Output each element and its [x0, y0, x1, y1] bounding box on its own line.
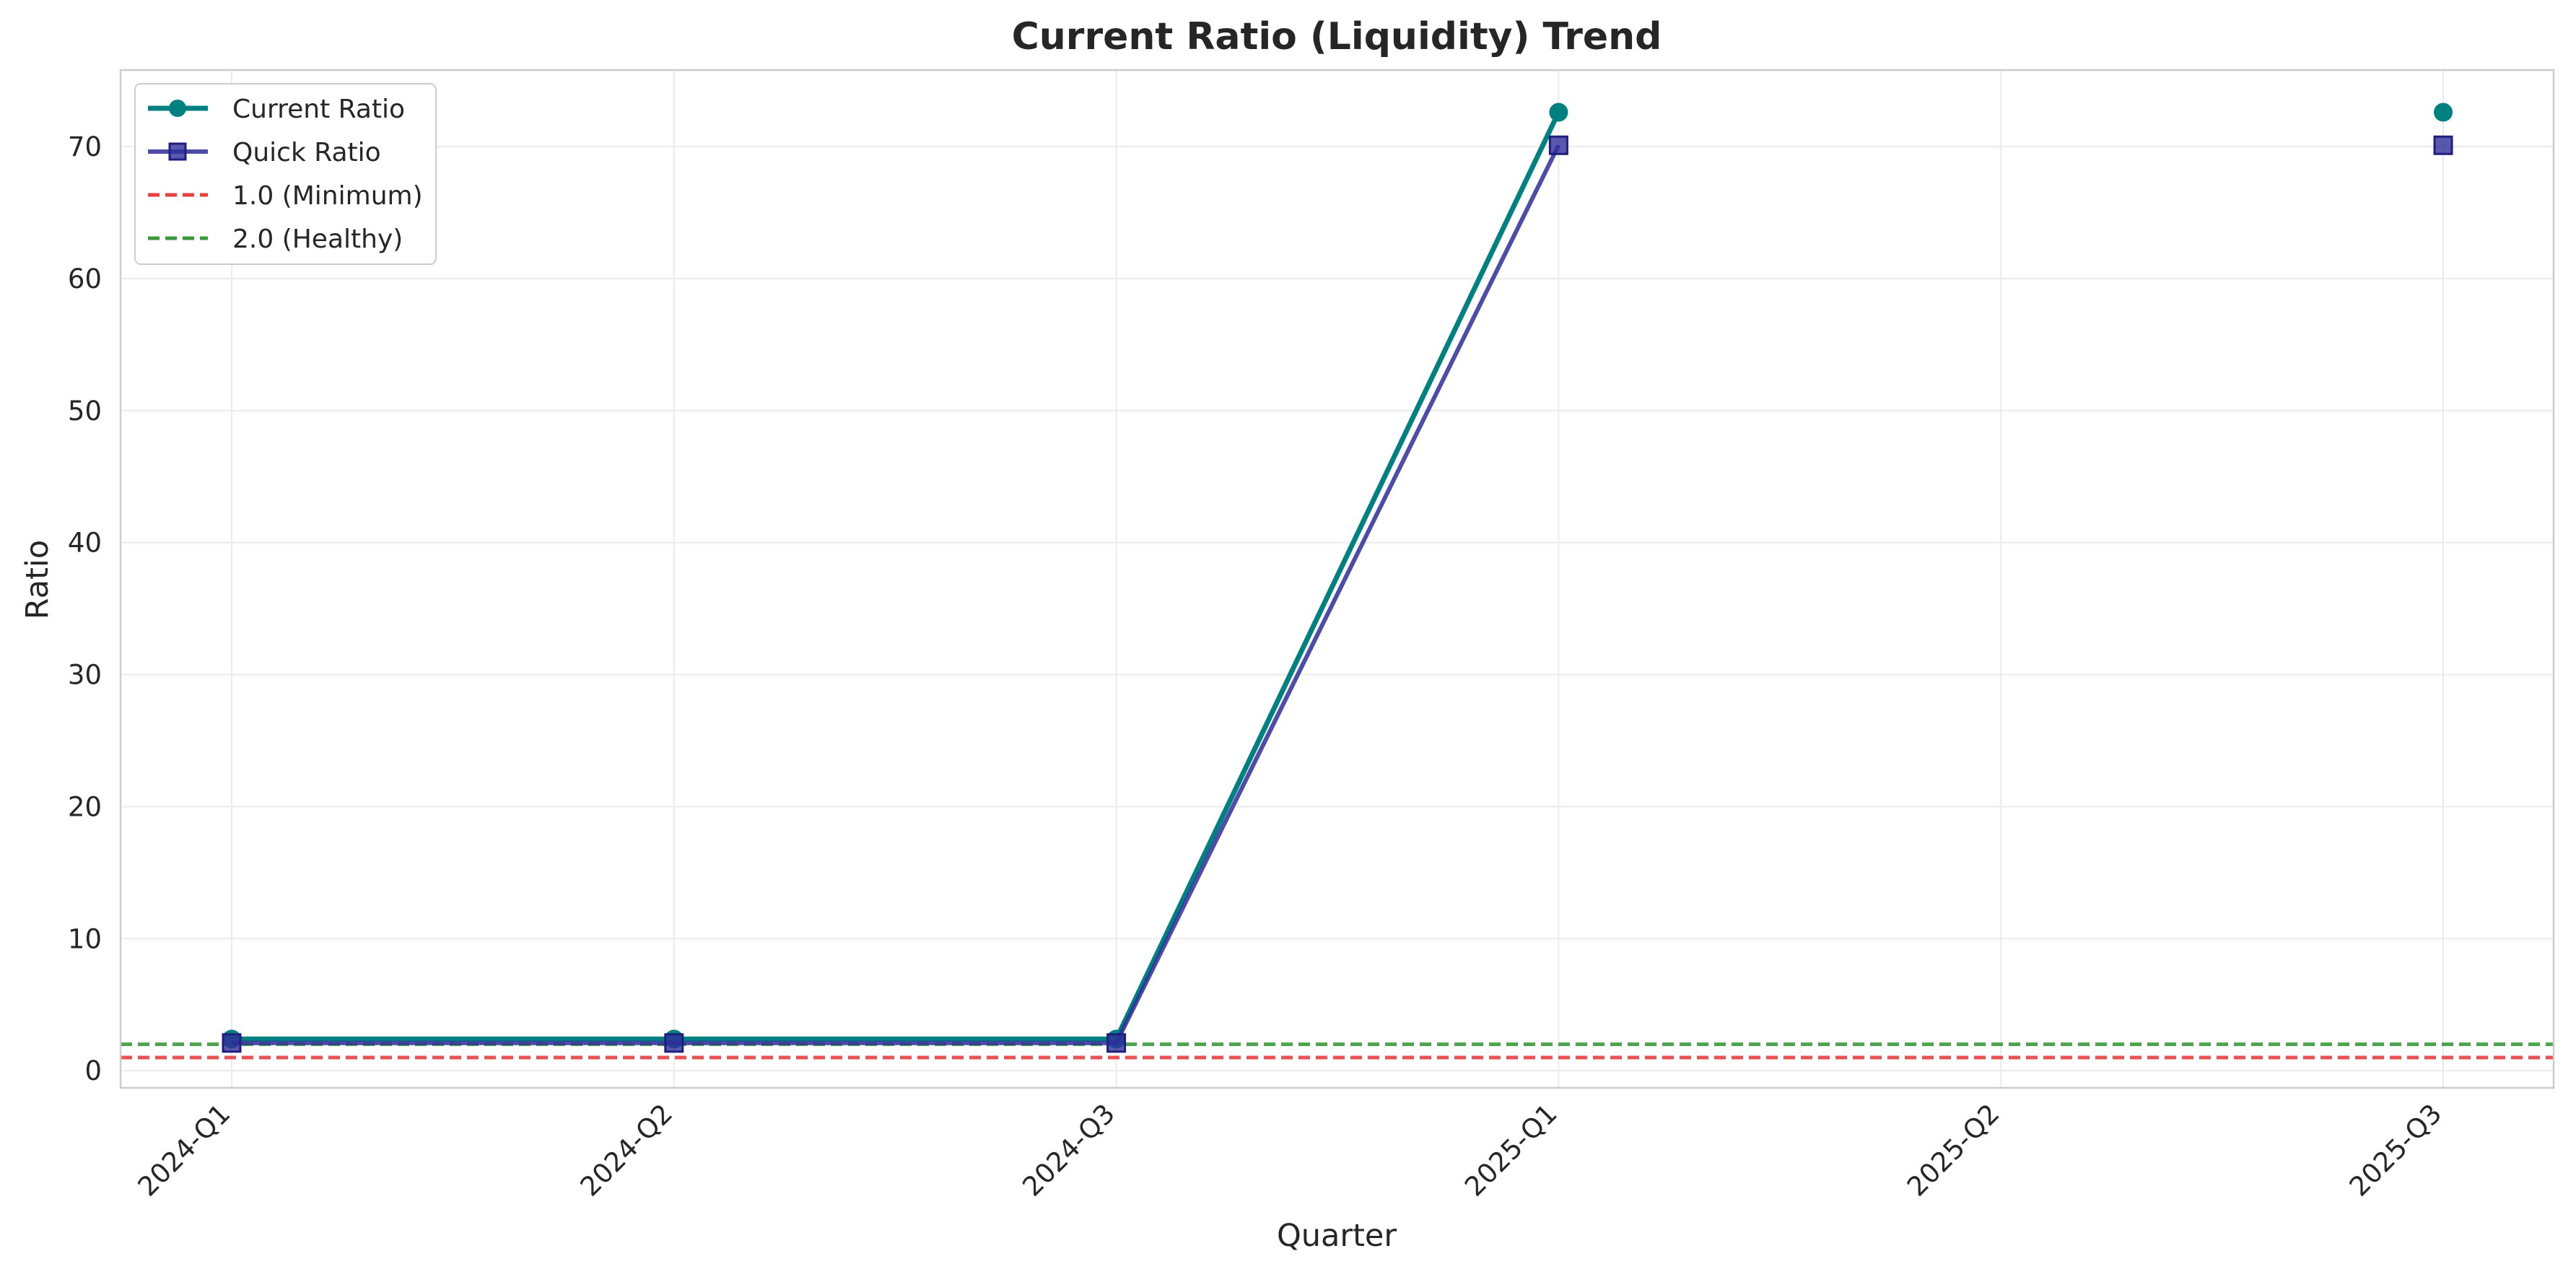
y-tick-label-60: 60: [68, 263, 102, 295]
y-tick-label-50: 50: [68, 396, 102, 427]
x-tick-label-2025-q2: 2025-Q2: [1901, 1098, 2006, 1203]
y-tick-label-40: 40: [68, 528, 102, 559]
series-layer: [222, 103, 2453, 1053]
data-point-current-ratio-2025-q3: [2434, 103, 2453, 122]
series-line-current-ratio: [232, 111, 1561, 1042]
y-tick-label-10: 10: [68, 923, 102, 954]
data-point-current-ratio-2025-q1: [1549, 103, 1568, 122]
y-tick-label-20: 20: [68, 791, 102, 822]
chart-title: Current Ratio (Liquidity) Trend: [1012, 15, 1662, 58]
plot-frame: [119, 69, 2555, 1089]
legend-item-quick-ratio: Quick Ratio: [148, 138, 381, 167]
legend: Current Ratio Quick Ratio 1.0 (Minimum) …: [134, 83, 437, 265]
series-line-quick-ratio: [232, 144, 1561, 1045]
x-tick-labels: 2024-Q1 2024-Q2 2024-Q3 2025-Q1 2025-Q2 2025-…: [132, 1098, 2448, 1203]
y-tick-label-30: 30: [68, 660, 102, 691]
x-tick-label-2025-q1: 2025-Q1: [1459, 1098, 1563, 1203]
legend-item-minimum-line: 1.0 (Minimum): [148, 181, 423, 211]
legend-label-healthy-line: 2.0 (Healthy): [232, 225, 403, 254]
x-tick-label-2024-q3: 2024-Q3: [1016, 1098, 1121, 1203]
series-quick-ratio: [222, 135, 2453, 1053]
legend-label-current-ratio: Current Ratio: [232, 95, 405, 124]
data-point-quick-ratio-2024-q1: [222, 1033, 242, 1053]
legend-box: [134, 83, 437, 265]
x-tick-label-2024-q2: 2024-Q2: [575, 1098, 679, 1203]
legend-label-minimum-line: 1.0 (Minimum): [232, 181, 423, 211]
x-tick-label-2025-q3: 2025-Q3: [2344, 1098, 2448, 1203]
legend-label-quick-ratio: Quick Ratio: [232, 138, 381, 167]
legend-item-current-ratio: Current Ratio: [148, 95, 405, 124]
y-tick-label-70: 70: [68, 131, 102, 162]
x-tick-label-2024-q1: 2024-Q1: [132, 1098, 237, 1203]
data-point-quick-ratio-2024-q3: [1106, 1033, 1127, 1053]
y-tick-labels: 0 10 20 30 40 50 60 70: [68, 131, 102, 1086]
data-point-quick-ratio-2024-q2: [664, 1033, 684, 1053]
legend-marker-current-ratio: [169, 100, 186, 117]
x-axis-label: Quarter: [1277, 1218, 1397, 1254]
data-point-quick-ratio-2025-q1: [1548, 135, 1568, 155]
y-axis-label: Ratio: [19, 540, 56, 619]
legend-item-healthy-line: 2.0 (Healthy): [148, 225, 403, 254]
legend-marker-quick-ratio: [168, 142, 187, 161]
y-tick-label-0: 0: [84, 1055, 102, 1086]
data-point-quick-ratio-2025-q3: [2433, 135, 2453, 155]
